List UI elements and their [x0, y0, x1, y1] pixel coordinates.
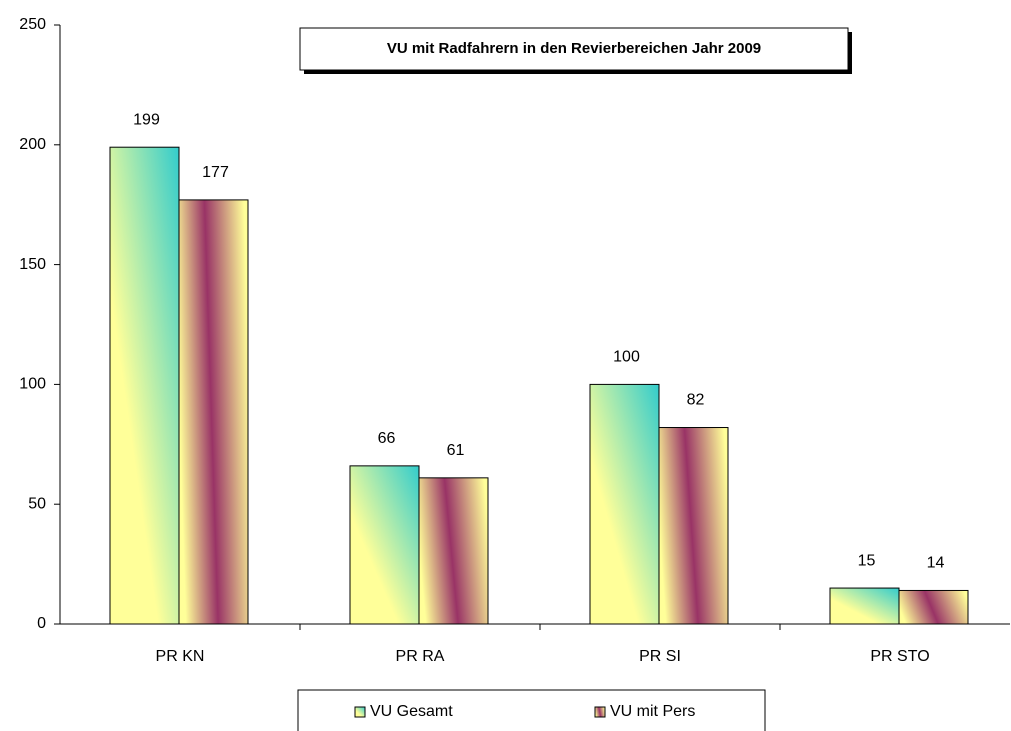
chart-title: VU mit Radfahrern in den Revierbereichen… — [387, 40, 761, 57]
value-label: 61 — [447, 442, 465, 459]
value-label: 15 — [858, 552, 876, 569]
value-label: 199 — [133, 111, 160, 128]
x-tick-label: PR RA — [396, 648, 445, 665]
bar — [418, 477, 489, 625]
y-tick-label: 200 — [19, 136, 46, 153]
x-tick-label: PR KN — [156, 648, 205, 665]
bar — [829, 587, 900, 625]
bar — [658, 427, 729, 625]
bar — [589, 383, 660, 625]
legend-label: VU Gesamt — [370, 703, 453, 720]
value-label: 82 — [687, 392, 705, 409]
bar — [898, 589, 969, 625]
x-tick-label: PR STO — [870, 648, 929, 665]
bar — [109, 146, 180, 625]
legend-box — [297, 689, 766, 731]
value-label: 66 — [378, 430, 396, 447]
legend-label: VU mit Pers — [610, 703, 695, 720]
y-tick-label: 50 — [28, 495, 46, 512]
value-label: 14 — [927, 555, 945, 572]
y-tick-label: 150 — [19, 256, 46, 273]
value-label: 100 — [613, 349, 640, 366]
bar — [349, 465, 420, 625]
x-tick-label: PR SI — [639, 648, 681, 665]
value-label: 177 — [202, 164, 229, 181]
legend-swatch — [594, 706, 606, 718]
y-tick-label: 0 — [37, 615, 46, 632]
legend-swatch — [354, 706, 366, 718]
title-box — [299, 27, 849, 71]
bar — [178, 199, 249, 625]
y-tick-label: 250 — [19, 16, 46, 33]
y-tick-label: 100 — [19, 376, 46, 393]
